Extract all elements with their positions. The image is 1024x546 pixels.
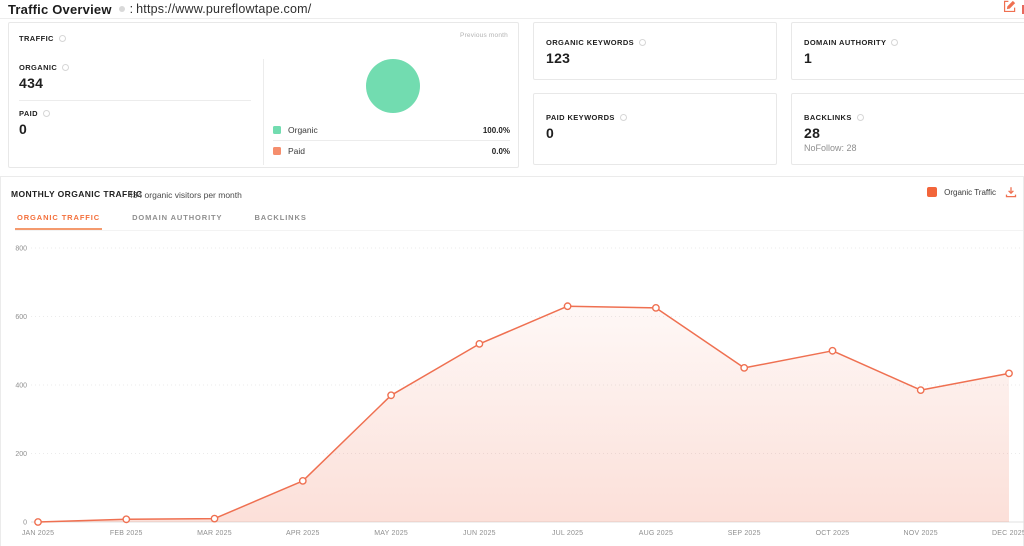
paid-traffic-value: 0 [19,121,28,137]
organic-traffic-value: 434 [19,75,44,91]
info-icon[interactable] [639,39,647,46]
svg-text:200: 200 [15,451,27,458]
svg-text:800: 800 [15,246,27,253]
paid-keywords-value: 0 [546,125,555,141]
vertical-divider [263,59,264,165]
traffic-share-pie-chart[interactable] [366,59,420,113]
pie-legend-row-paid: Paid 0.0% [273,141,510,161]
domain-authority-label: DOMAIN AUTHORITY [804,38,887,47]
svg-text:600: 600 [15,314,27,321]
info-icon[interactable] [856,114,864,121]
backlinks-label: BACKLINKS [804,113,852,122]
traffic-card: TRAFFIC ORGANIC 434 PAID 0 Previous mont… [8,22,519,168]
info-icon[interactable] [118,6,125,12]
paid-label: PAID [19,109,38,118]
paid-keywords-card: PAID KEYWORDS 0 [533,93,777,165]
backlinks-nofollow: NoFollow: 28 [804,143,857,153]
backlinks-value: 28 [804,125,821,141]
svg-text:DEC 2025: DEC 2025 [992,530,1024,537]
organic-keywords-card: ORGANIC KEYWORDS 123 [533,22,777,80]
paid-keywords-label: PAID KEYWORDS [546,113,615,122]
organic-legend-pct: 100.0% [482,125,510,135]
chart-tabs: ORGANIC TRAFFIC DOMAIN AUTHORITY BACKLIN… [15,210,1023,231]
paid-legend-label: Paid [288,146,306,156]
svg-text:MAY 2025: MAY 2025 [374,530,408,537]
page-title: Traffic Overview [8,1,112,17]
organic-traffic-legend-label: Organic Traffic [944,187,996,197]
svg-text:FEB 2025: FEB 2025 [110,530,143,537]
domain-authority-value: 1 [804,50,813,66]
clipped-action-icon[interactable] [1022,5,1024,14]
info-icon[interactable] [891,39,899,46]
svg-text:400: 400 [15,383,27,390]
organic-legend-swatch [273,126,281,134]
info-icon[interactable] [62,64,70,71]
svg-text:NOV 2025: NOV 2025 [904,530,938,537]
paid-legend-pct: 0.0% [491,146,510,156]
svg-text:SEP 2025: SEP 2025 [728,530,761,537]
organic-traffic-legend-swatch [927,187,938,197]
svg-text:MAR 2025: MAR 2025 [197,530,232,537]
divider [273,140,510,141]
svg-text:OCT 2025: OCT 2025 [816,530,850,537]
monthly-panel-subtitle: 434 organic visitors per month [128,190,242,200]
organic-label: ORGANIC [19,63,58,72]
svg-text:APR 2025: APR 2025 [286,530,320,537]
backlinks-card: BACKLINKS 28 NoFollow: 28 [791,93,1024,165]
divider [19,100,251,101]
page-header: Traffic Overview : https://www.pureflowt… [0,0,1024,19]
paid-legend-swatch [273,147,281,155]
pie-legend: Organic 100.0% Paid 0.0% [273,120,510,161]
info-icon[interactable] [42,110,50,117]
monthly-panel-title: MONTHLY ORGANIC TRAFFIC [11,189,143,199]
tab-domain-authority[interactable]: DOMAIN AUTHORITY [130,210,224,230]
organic-traffic-area-chart[interactable]: 0 200 400 600 800 JAN 2025 FEB 2025 MAR 2025 APR… [1,233,1024,546]
site-url: https://www.pureflowtape.com/ [136,2,312,16]
tab-organic-traffic[interactable]: ORGANIC TRAFFIC [15,210,103,230]
edit-icon[interactable] [1003,0,1016,18]
svg-text:JAN 2025: JAN 2025 [22,530,54,537]
info-icon[interactable] [619,114,627,121]
organic-keywords-label: ORGANIC KEYWORDS [546,38,635,47]
organic-keywords-value: 123 [546,50,571,66]
monthly-organic-traffic-panel: MONTHLY ORGANIC TRAFFIC 434 organic visi… [0,176,1024,546]
url-separator: : [129,2,134,16]
chart-legend: Organic Traffic [927,186,1019,198]
download-button[interactable] [1003,186,1019,198]
traffic-card-label: TRAFFIC [19,34,54,43]
svg-text:AUG 2025: AUG 2025 [639,530,673,537]
svg-text:JUL 2025: JUL 2025 [552,530,583,537]
pie-legend-row-organic: Organic 100.0% [273,120,510,140]
previous-month-label: Previous month [460,32,508,39]
download-icon [1005,187,1017,198]
svg-text:0: 0 [23,520,27,527]
svg-text:JUN 2025: JUN 2025 [463,530,496,537]
organic-legend-label: Organic [288,125,318,135]
info-icon[interactable] [58,35,66,42]
tab-backlinks[interactable]: BACKLINKS [252,210,308,230]
domain-authority-card: DOMAIN AUTHORITY 1 [791,22,1024,80]
